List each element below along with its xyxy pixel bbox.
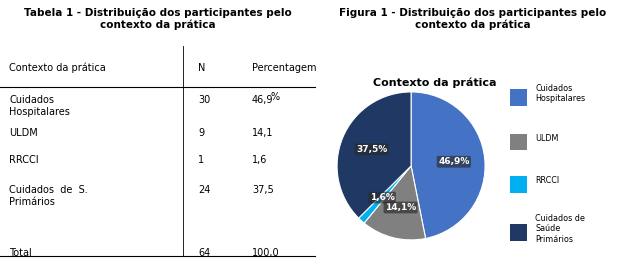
Text: 46,9%: 46,9% (438, 157, 469, 166)
Wedge shape (337, 92, 411, 218)
Text: N: N (198, 63, 206, 73)
Text: 1: 1 (198, 155, 205, 165)
Text: RRCCI: RRCCI (9, 155, 39, 165)
Text: 37,5%: 37,5% (356, 145, 387, 154)
Text: Cuidados  de  S.
Primários: Cuidados de S. Primários (9, 185, 88, 206)
Text: Cuidados de
Saúde
Primários: Cuidados de Saúde Primários (535, 214, 585, 244)
FancyBboxPatch shape (510, 134, 527, 150)
Text: Contexto da prática: Contexto da prática (372, 78, 496, 88)
Text: Cuidados
Hospitalares: Cuidados Hospitalares (535, 84, 585, 103)
FancyBboxPatch shape (510, 89, 527, 106)
Text: 14,1: 14,1 (252, 128, 273, 138)
Text: 64: 64 (198, 248, 210, 258)
Text: ULDM: ULDM (9, 128, 38, 138)
Text: 9: 9 (198, 128, 205, 138)
Text: Total: Total (9, 248, 32, 258)
Text: 46,9: 46,9 (252, 95, 273, 105)
Text: 24: 24 (198, 185, 211, 195)
Text: 30: 30 (198, 95, 210, 105)
Text: Percentagem: Percentagem (252, 63, 316, 73)
FancyBboxPatch shape (510, 224, 527, 241)
Text: Cuidados
Hospitalares: Cuidados Hospitalares (9, 95, 71, 117)
Text: 37,5: 37,5 (252, 185, 274, 195)
FancyBboxPatch shape (510, 176, 527, 193)
Text: Figura 1 - Distribuição dos participantes pelo
contexto da prática: Figura 1 - Distribuição dos participante… (339, 8, 606, 30)
Wedge shape (411, 92, 485, 239)
Wedge shape (358, 166, 411, 223)
Wedge shape (364, 166, 426, 240)
Text: 14,1%: 14,1% (385, 203, 416, 212)
Text: Contexto da prática: Contexto da prática (9, 63, 106, 73)
Text: RRCCI: RRCCI (535, 176, 559, 185)
Text: Tabela 1 - Distribuição dos participantes pelo
contexto da prática: Tabela 1 - Distribuição dos participante… (24, 8, 291, 30)
Text: %: % (271, 92, 280, 103)
Text: ULDM: ULDM (535, 134, 559, 143)
Text: 1,6: 1,6 (252, 155, 267, 165)
Text: 100,0: 100,0 (252, 248, 280, 258)
Text: 1,6%: 1,6% (370, 193, 394, 202)
